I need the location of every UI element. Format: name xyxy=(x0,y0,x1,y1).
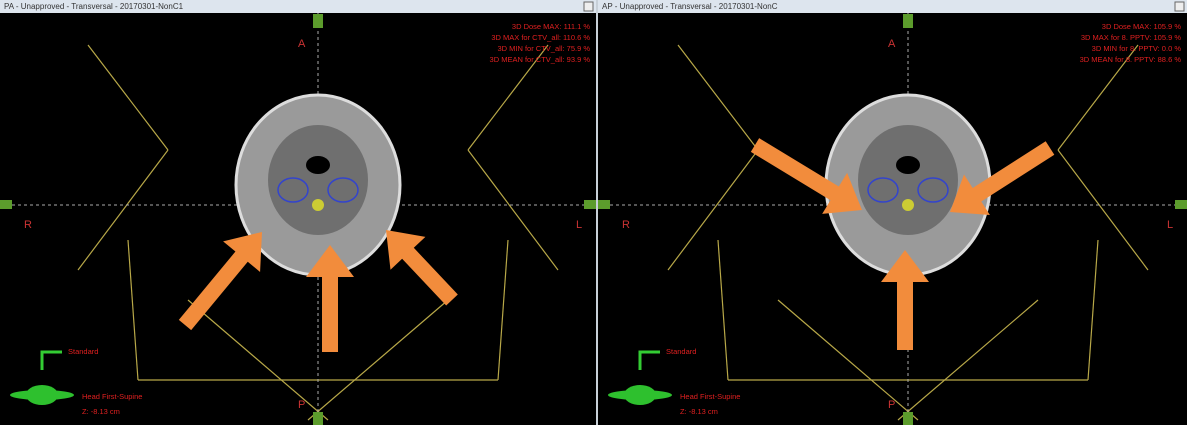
annotation-arrow xyxy=(881,250,929,350)
dose-stat: 3D Dose MAX: 105.9 % xyxy=(1102,22,1182,31)
dose-stat: 3D MEAN for CTV_all: 93.9 % xyxy=(490,55,591,64)
dose-stat: 3D MIN for 8. PPTV: 0.0 % xyxy=(1092,44,1182,53)
orientation-icon xyxy=(638,350,660,370)
viewport-panel: PA - Unapproved - Transversal - 20170301… xyxy=(0,0,596,425)
dose-stat: 3D Dose MAX: 111.1 % xyxy=(512,22,590,31)
z-position: Z: -8.13 cm xyxy=(82,407,120,416)
patient-position: Head First-Supine xyxy=(82,392,142,401)
annotation-arrow xyxy=(306,245,354,352)
contour xyxy=(277,177,309,203)
annotation-arrow xyxy=(178,232,262,331)
marker xyxy=(598,200,610,209)
dose-stat: 3D MIN for CTV_all: 75.9 % xyxy=(497,44,590,53)
close-button[interactable] xyxy=(1174,1,1185,12)
marker xyxy=(584,200,596,209)
isocenter xyxy=(902,199,914,211)
field-line xyxy=(467,149,559,271)
contour xyxy=(917,177,949,203)
head-inner xyxy=(268,125,368,235)
field-line xyxy=(187,299,329,421)
dose-stat: 3D MEAN for 8. PPTV: 88.6 % xyxy=(1080,55,1182,64)
field-line xyxy=(1057,149,1149,271)
field-line xyxy=(467,44,549,151)
orientation-icon xyxy=(40,350,62,370)
title-bar xyxy=(598,0,1187,13)
contour xyxy=(327,177,359,203)
annotation-arrow xyxy=(750,138,862,214)
title-bar xyxy=(0,0,596,13)
orientation-label: L xyxy=(576,219,582,231)
field-line xyxy=(897,299,1039,421)
airway xyxy=(896,156,920,174)
dose-stat: 3D MAX for 8. PPTV: 105.9 % xyxy=(1081,33,1182,42)
marker xyxy=(903,14,913,28)
marker xyxy=(903,412,913,425)
viewport-panel: AP - Unapproved - Transversal - 20170301… xyxy=(598,0,1187,425)
marker xyxy=(1175,200,1187,209)
dose-stat: 3D MAX for CTV_all: 110.6 % xyxy=(491,33,590,42)
marker xyxy=(313,412,323,425)
panel-title: AP - Unapproved - Transversal - 20170301… xyxy=(602,2,778,11)
panel-title: PA - Unapproved - Transversal - 20170301… xyxy=(4,2,184,11)
field-line xyxy=(1057,44,1139,151)
orientation-label: R xyxy=(24,219,32,231)
field-line xyxy=(677,44,759,151)
orientation-label: A xyxy=(888,38,896,50)
patient-icon xyxy=(10,390,74,400)
field-line xyxy=(497,239,509,381)
field-line xyxy=(717,239,729,381)
orientation-label: L xyxy=(1167,219,1173,231)
panel-divider xyxy=(596,0,598,425)
field-line xyxy=(87,44,169,151)
marker xyxy=(313,14,323,28)
view-label: Standard xyxy=(666,347,696,356)
marker xyxy=(0,200,12,209)
field-line xyxy=(667,149,759,271)
annotation-arrow xyxy=(386,230,458,306)
field-line xyxy=(307,299,449,421)
field-line xyxy=(777,299,919,421)
view-label: Standard xyxy=(68,347,98,356)
field-line xyxy=(77,149,169,271)
contour xyxy=(867,177,899,203)
head-inner xyxy=(858,125,958,235)
patient-position: Head First-Supine xyxy=(680,392,740,401)
close-button[interactable] xyxy=(583,1,594,12)
orientation-label: P xyxy=(298,399,305,411)
field-line xyxy=(127,239,139,381)
isocenter xyxy=(312,199,324,211)
orientation-label: P xyxy=(888,399,895,411)
annotation-arrow xyxy=(950,141,1055,215)
airway xyxy=(306,156,330,174)
field-line xyxy=(1087,239,1099,381)
patient-icon xyxy=(608,390,672,400)
orientation-label: R xyxy=(622,219,630,231)
orientation-label: A xyxy=(298,38,306,50)
z-position: Z: -8.13 cm xyxy=(680,407,718,416)
